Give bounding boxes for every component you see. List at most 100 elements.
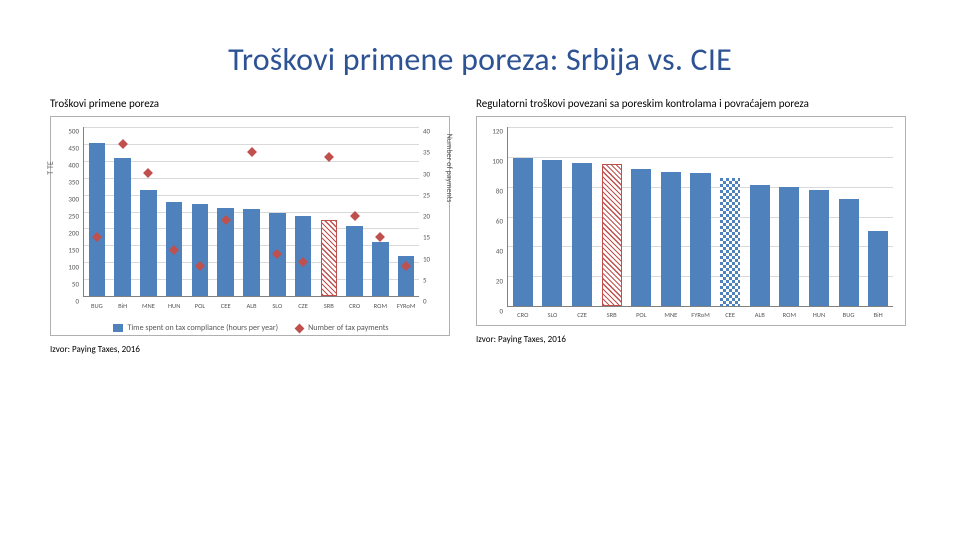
bar [346, 226, 362, 296]
y-tick-right: 5 [423, 275, 443, 284]
right-chart-block: Regulatorni troškovi povezani sa poreski… [476, 97, 906, 345]
left-chart: T TE Number of payments BUGBiHMNEHUNPOLC… [57, 123, 443, 333]
right-chart: CRO SLO CZE SRB POL MNE FYRoM CEE ALB ROM HUN BUG Bi… [483, 123, 899, 323]
y-tick-left: 250 [57, 212, 79, 221]
x-tick: BiH [874, 311, 883, 319]
bar [839, 199, 859, 306]
y-tick-left: 400 [57, 161, 79, 170]
x-tick: ALB [246, 302, 256, 310]
x-tick: BiH [118, 302, 127, 310]
left-chart-block: Troškovi primene poreza T TE Number of p… [50, 97, 450, 355]
x-tick: MNE [142, 302, 155, 310]
x-tick: ROM [783, 311, 796, 319]
bar [140, 190, 156, 296]
gridline [84, 127, 419, 128]
bar [321, 220, 337, 296]
bar [114, 158, 130, 296]
y-tick-left: 100 [57, 263, 79, 272]
y-tick-right: 0 [423, 297, 443, 306]
bar [243, 209, 259, 296]
y-tick: 100 [483, 157, 503, 166]
y-tick-right: 40 [423, 127, 443, 136]
x-tick: CRO [349, 302, 360, 310]
y-tick-left: 150 [57, 246, 79, 255]
gridline [84, 161, 419, 162]
bar [631, 169, 651, 306]
x-tick: ALB [755, 311, 765, 319]
x-tick: BUG [91, 302, 103, 310]
bar [89, 143, 105, 296]
x-tick: CZE [577, 311, 587, 319]
y-tick-right: 20 [423, 212, 443, 221]
gridline [84, 195, 419, 196]
x-tick: ROM [374, 302, 387, 310]
bar [690, 173, 710, 306]
left-legend: Time spent on tax compliance (hours per … [83, 323, 419, 333]
x-tick: POL [195, 302, 205, 310]
x-tick: SRB [607, 311, 617, 319]
legend-bar-label: Time spent on tax compliance (hours per … [127, 323, 278, 333]
x-tick: SLO [272, 302, 282, 310]
bar [602, 164, 622, 306]
x-tick: CZE [298, 302, 308, 310]
slide: { "title": "Troškovi primene poreza: Srb… [0, 0, 960, 540]
x-tick: SRB [324, 302, 334, 310]
bar [809, 190, 829, 306]
bar [192, 204, 208, 296]
left-plot-area: BUGBiHMNEHUNPOLCEEALBSLOCZESRBCROROMFYRo… [83, 127, 419, 297]
gridline [508, 127, 893, 128]
bar [372, 242, 388, 296]
x-tick: HUN [168, 302, 180, 310]
left-y-axis-label: T TE [46, 108, 56, 228]
left-source: Izvor: Paying Taxes, 2016 [50, 344, 450, 355]
bar [779, 187, 799, 306]
y-tick: 120 [483, 127, 503, 136]
x-tick: CRO [517, 311, 528, 319]
bar [513, 158, 533, 306]
x-tick: CEE [221, 302, 231, 310]
diamond-marker [375, 232, 385, 242]
x-tick: FYRoM [691, 311, 710, 319]
y-tick-right: 25 [423, 190, 443, 199]
diamond-marker [118, 139, 128, 149]
diamond-marker [247, 147, 257, 157]
x-tick: HUN [813, 311, 825, 319]
y-tick-right: 10 [423, 254, 443, 263]
bar [868, 231, 888, 306]
legend-diamond-swatch [295, 323, 305, 333]
y-tick: 0 [483, 307, 503, 316]
y-tick-right: 15 [423, 233, 443, 242]
x-tick: CEE [725, 311, 735, 319]
bar [572, 163, 592, 306]
y-tick-left: 300 [57, 195, 79, 204]
bar [750, 185, 770, 306]
x-tick: FYRoM [397, 302, 416, 310]
y-tick: 60 [483, 217, 503, 226]
y-tick: 20 [483, 277, 503, 286]
slide-title: Troškovi primene poreza: Srbija vs. CIE [50, 40, 910, 79]
legend-bar-swatch [113, 324, 123, 332]
x-tick: BUG [843, 311, 855, 319]
x-tick: POL [636, 311, 646, 319]
x-tick: SLO [547, 311, 557, 319]
y-tick-right: 35 [423, 148, 443, 157]
legend-marker-label: Number of tax payments [308, 323, 388, 333]
legend-bar-item: Time spent on tax compliance (hours per … [113, 323, 278, 333]
y-tick-left: 500 [57, 127, 79, 136]
legend-marker-item: Number of tax payments [296, 323, 388, 333]
y-tick-left: 50 [57, 280, 79, 289]
y-tick-left: 450 [57, 144, 79, 153]
charts-row: Troškovi primene poreza T TE Number of p… [50, 97, 910, 355]
right-source: Izvor: Paying Taxes, 2016 [476, 334, 906, 345]
right-y-axis-label: Number of payments [444, 108, 454, 228]
y-tick-right: 30 [423, 169, 443, 178]
y-tick-left: 350 [57, 178, 79, 187]
left-subtitle: Troškovi primene poreza [50, 97, 450, 110]
gridline [84, 144, 419, 145]
y-tick: 80 [483, 187, 503, 196]
gridline [84, 178, 419, 179]
x-tick: MNE [664, 311, 677, 319]
bar [542, 160, 562, 306]
bar [661, 172, 681, 306]
y-tick-left: 0 [57, 297, 79, 306]
